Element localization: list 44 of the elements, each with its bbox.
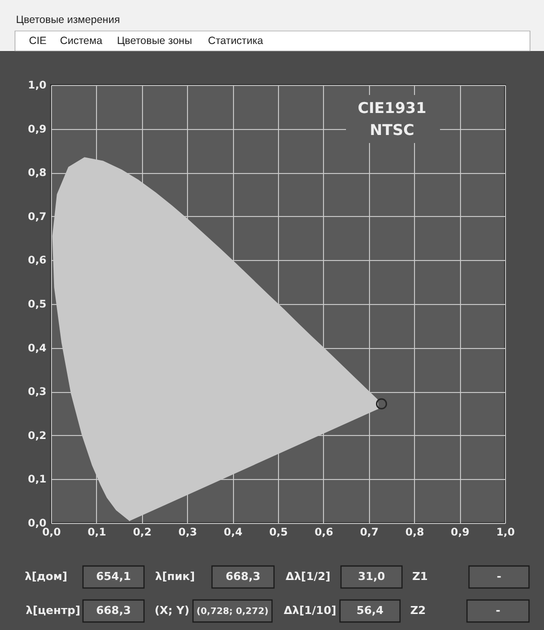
y-tick-label: 0,6 (28, 254, 46, 267)
x-tick-label: 0,1 (88, 526, 106, 538)
text: λ[дом] (24, 570, 68, 583)
text: - (496, 604, 500, 617)
text: (X; Y) (154, 604, 190, 617)
text: λ[пик] (155, 570, 195, 583)
x-tick-label: 0,4 (224, 526, 242, 538)
text: 31,0 (358, 570, 386, 583)
y-tick-label: 0,9 (28, 123, 46, 136)
x-tick-label: 0,8 (405, 526, 424, 538)
y-tick-label: 0,7 (28, 210, 46, 223)
y-tick-label: 0,1 (28, 474, 46, 486)
text: 654,1 (96, 570, 131, 583)
text: Z1 (412, 570, 428, 583)
text: Цветовые зоны (117, 35, 192, 47)
y-tick-label: 1,0 (28, 80, 46, 92)
text: 56,4 (356, 604, 384, 617)
text: Δλ[1/2] (286, 570, 330, 583)
x-tick-label: 0,7 (360, 526, 379, 538)
x-tick-label: 0,5 (269, 526, 288, 538)
y-tick-label: 0,3 (28, 386, 46, 398)
text: Δλ[1/10] (284, 604, 336, 617)
y-tick-label: 0,8 (28, 167, 46, 180)
text: Статистика (208, 35, 264, 47)
annotation: NTSC (370, 121, 414, 139)
chart-title: Цветовые измерения (16, 14, 120, 26)
text: 668,3 (226, 570, 260, 583)
x-tick-label: 1,0 (496, 526, 515, 538)
text: CIE (29, 35, 47, 47)
text: 668,3 (96, 604, 131, 617)
text: λ[центр] (26, 604, 80, 617)
text: - (496, 570, 502, 583)
x-tick-label: 0,2 (132, 526, 152, 538)
y-tick-label: 0,4 (28, 342, 46, 354)
text: Z2 (410, 604, 426, 617)
x-tick-label: 0,6 (314, 526, 334, 538)
x-tick-label: 0,3 (178, 526, 198, 538)
x-tick-label: 0,9 (450, 526, 470, 538)
y-tick-label: 0,5 (28, 298, 46, 310)
text: (0,728; 0,272) (196, 607, 268, 617)
x-tick-label: 0,0 (42, 526, 61, 538)
annotation: CIE1931 (358, 99, 426, 117)
y-tick-label: 0,2 (28, 430, 46, 442)
text: Система (60, 35, 102, 47)
